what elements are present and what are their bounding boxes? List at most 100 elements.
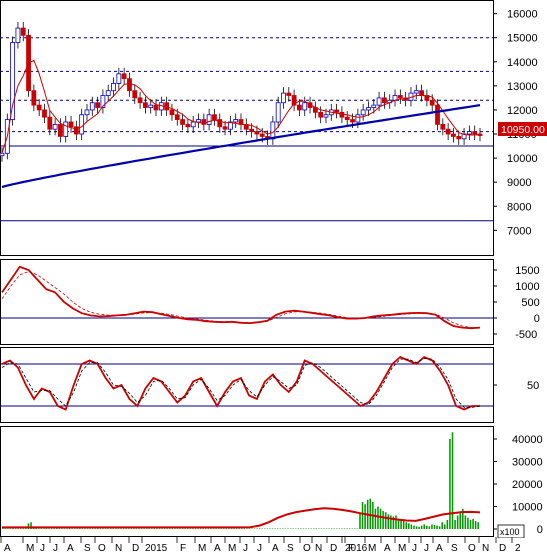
price-moving-averages [1,59,481,189]
price-tick-label-3: 13000 [507,81,538,93]
x-tick-label-1: M [26,543,34,554]
volume-tick-label-1: 30000 [512,457,543,469]
x-tick-label-6: O [98,543,106,554]
candle-body-35 [185,123,191,128]
volume-bar-164 [423,524,426,529]
x-tick-label-32: D [499,543,506,554]
x-tick-label-20: D [330,543,337,554]
candle-body-60 [318,111,324,118]
candle-body-21 [111,83,116,92]
candle-body-19 [100,95,106,108]
candle-body-48 [254,131,260,135]
x-tick-label-12: A [214,543,221,554]
candle-body-42 [222,126,228,130]
volume-bar-180 [464,515,467,529]
candle-body-82 [435,104,440,125]
candle-body-25 [132,90,138,99]
volume-tick-label-2: 20000 [512,479,543,491]
candle-body-23 [121,73,127,80]
price-panel-frame [0,0,494,256]
volume-bar-173 [446,520,449,529]
x-tick-label-15: J [257,543,262,554]
x-tick-label-29: S [451,543,458,554]
candle-body-16 [84,109,90,116]
candle-body-71 [376,97,382,106]
macd-tick-label-4: -500 [515,329,537,341]
candle-body-81 [429,99,435,106]
x-tick-label-27: J [424,543,429,554]
price-tick-label-6: 10000 [507,153,538,165]
x-tick-label-13: M [228,543,236,554]
stoch-series-1 [1,357,481,408]
volume-tick-label-4: 0 [537,524,543,536]
x-axis-background [0,538,547,554]
candle-body-57 [302,102,308,111]
candle-body-20 [105,90,111,96]
x-tick-label-30: O [468,543,476,554]
x-tick-label-8: D [132,543,139,554]
volume-bar-10 [27,523,30,529]
volume-bar-172 [444,524,446,529]
x-tick-label-22: F [348,543,354,554]
volume-bar-182 [469,520,472,529]
candle-body-47 [249,128,255,133]
candle-body-65 [344,116,350,120]
volume-bar-30 [79,528,81,529]
candle-body-8 [42,109,47,118]
x-tick-label-19: N [315,543,322,554]
volume-bar-159 [410,524,413,529]
last-price-box [498,122,547,136]
candle-body-85 [451,133,456,137]
x-tick-label-4: A [67,543,74,554]
candle-body-75 [397,95,403,99]
volume-bar-183 [472,518,474,529]
candle-body-2 [10,42,16,120]
volume-bar-147 [379,508,382,529]
volume-bar-37 [97,528,99,529]
volume-bar-161 [415,526,418,529]
stoch-series-0 [1,355,480,411]
macd-tick-label-2: 500 [521,297,539,309]
volume-bar-163 [420,525,423,529]
volume-bar-174 [449,439,451,529]
volume-bar-170 [438,526,441,529]
candle-body-66 [350,119,355,123]
x-tick-label-0: A [4,543,11,554]
volume-bar-168 [433,524,436,529]
candle-body-27 [142,102,148,108]
last-price-marker: 10950.00 [498,122,547,136]
volume-tick-label-3: 10000 [512,502,543,514]
volume-bar-148 [382,511,384,529]
candle-body-18 [95,102,100,108]
x-tick-label-16: A [272,543,279,554]
candle-body-41 [217,119,223,128]
candle-body-15 [79,114,85,135]
candle-body-56 [297,104,302,111]
x-tick-label-9: 2015 [145,543,168,554]
candle-body-24 [127,78,132,92]
x-tick-label-33: 2 [515,543,521,554]
volume-unit-label: x100 [500,527,520,537]
volume-bar-11 [30,522,32,529]
volume-bar-171 [441,522,443,529]
stochastic-lines [0,355,493,411]
macd-series-1 [1,271,481,329]
x-tick-label-18: O [303,543,311,554]
candle-body-83 [440,123,446,130]
price-y-ticks: 1600015000140001300012000110001000090008… [493,9,538,237]
price-tick-label-1: 15000 [507,33,538,45]
volume-bar-146 [377,506,379,529]
candle-body-40 [212,114,217,120]
price-candles [0,22,483,162]
candle-body-46 [243,123,249,130]
volume-bar-169 [436,525,438,529]
price-tick-label-2: 14000 [507,57,538,69]
candle-body-68 [360,109,366,116]
macd-series-0 [1,265,481,330]
price-tick-label-9: 7000 [507,225,531,237]
candle-body-17 [89,102,95,111]
candle-body-61 [323,114,329,118]
price-tick-label-7: 9000 [507,177,531,189]
volume-bar-184 [474,521,477,529]
